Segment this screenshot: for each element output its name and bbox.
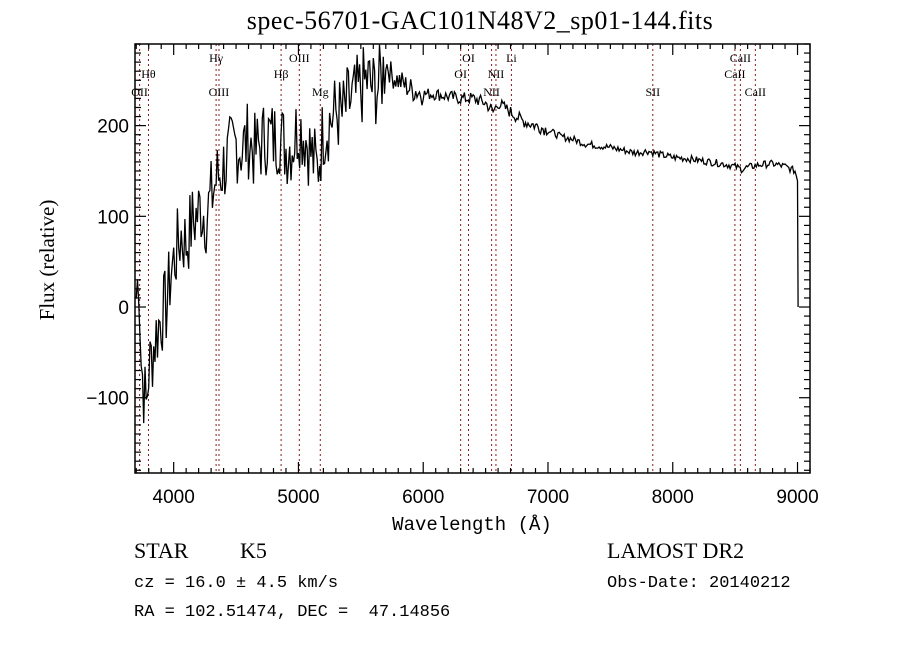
line-marker-label: OI — [454, 67, 467, 81]
line-marker-label: OIII — [209, 85, 230, 99]
survey-name: LAMOST DR2 — [607, 538, 745, 563]
spectrum-line — [135, 44, 799, 424]
redshift-cz: cz = 16.0 ± 4.5 km/s — [134, 574, 339, 593]
line-marker-label: Hθ — [141, 67, 156, 81]
plot-frame — [134, 43, 811, 474]
axis-tick-labels: 4000 5000 6000 7000 8000 9000 −100 0 100 200 — [86, 117, 818, 508]
x-tick-label: 6000 — [402, 487, 444, 508]
line-marker-label: Hβ — [274, 67, 289, 81]
x-tick-label: 9000 — [776, 487, 818, 508]
x-tick-label: 5000 — [277, 487, 319, 508]
line-marker-label: CaII — [724, 67, 745, 81]
y-tick-label: 200 — [97, 117, 129, 138]
line-marker-label: CaII — [745, 85, 766, 99]
line-marker-label: SII — [645, 85, 660, 99]
x-axis-label: Wavelength (Å) — [392, 514, 552, 536]
observation-date: Obs-Date: 20140212 — [607, 574, 791, 593]
y-tick-label: 0 — [118, 298, 129, 319]
line-marker-label: OII — [131, 85, 148, 99]
line-marker-label: NII — [483, 85, 500, 99]
line-marker-label: Hγ — [209, 51, 224, 65]
chart-title: spec-56701-GAC101N48V2_sp01-144.fits — [246, 6, 714, 35]
x-tick-label: 8000 — [652, 487, 694, 508]
axis-ticks — [135, 43, 811, 473]
y-axis-label: Flux (relative) — [35, 200, 59, 321]
line-marker-label: Mg — [312, 85, 329, 99]
object-subclass: K5 — [240, 538, 267, 563]
coordinates: RA = 102.51474, DEC = 47.14856 — [134, 603, 451, 622]
x-tick-label: 7000 — [527, 487, 569, 508]
line-markers — [139, 44, 756, 473]
object-class: STAR — [134, 538, 189, 563]
line-marker-label: Li — [506, 51, 517, 65]
line-marker-label: OI — [462, 51, 475, 65]
y-tick-label: 100 — [97, 207, 129, 228]
line-marker-label: NII — [488, 67, 505, 81]
line-marker-label: OIII — [289, 51, 310, 65]
y-tick-label: −100 — [86, 389, 129, 410]
x-tick-label: 4000 — [153, 487, 195, 508]
line-marker-label: CaII — [730, 51, 751, 65]
line-marker-labels: OIIHθHγOIIIHβOIIIMgOIOINIINIILiSIICaIICa… — [131, 51, 766, 99]
